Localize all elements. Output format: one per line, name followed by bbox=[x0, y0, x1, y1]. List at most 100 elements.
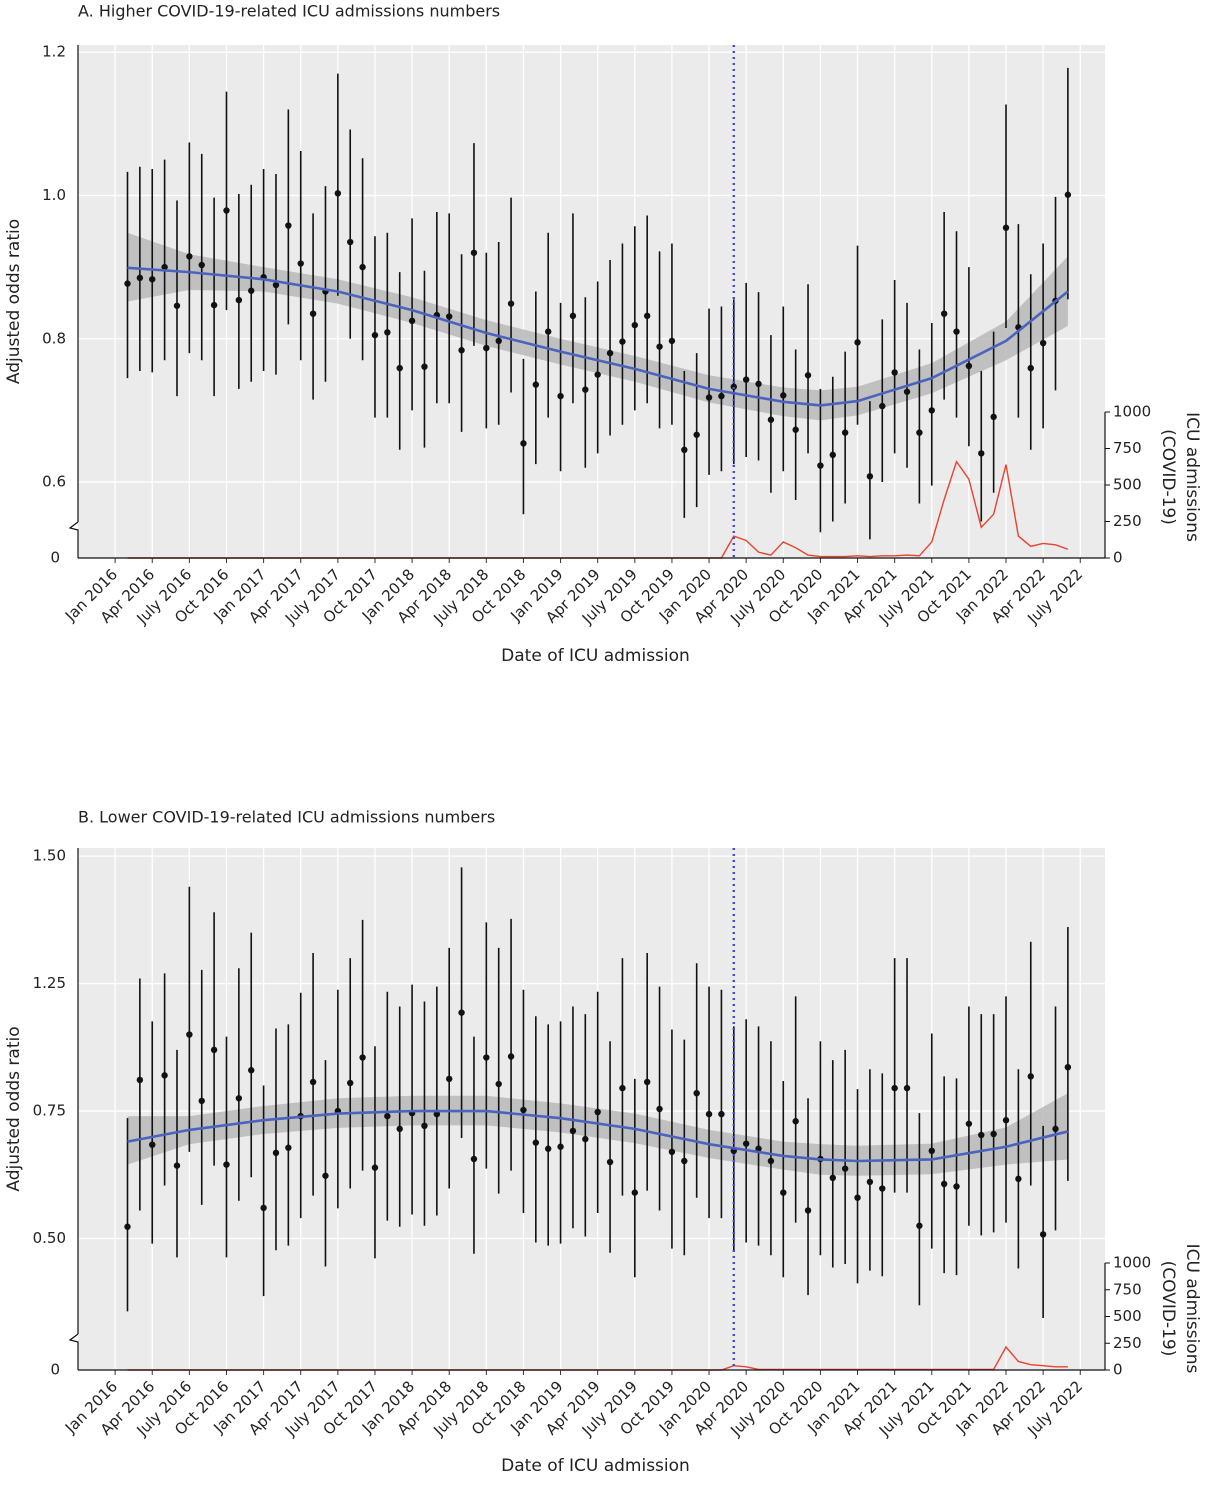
point bbox=[619, 1084, 626, 1092]
point bbox=[495, 1080, 502, 1088]
point bbox=[334, 190, 342, 197]
point bbox=[1015, 1175, 1022, 1183]
y-tick-label: 1.0 bbox=[42, 186, 66, 204]
point bbox=[285, 222, 292, 229]
y2-tick-label: 1000 bbox=[1113, 1254, 1151, 1272]
plot-background bbox=[78, 45, 1105, 558]
y-axis-title: Adjusted odds ratio bbox=[4, 219, 24, 384]
point bbox=[520, 1106, 527, 1114]
point bbox=[520, 440, 527, 447]
y-tick-label: 1.25 bbox=[33, 974, 66, 992]
point bbox=[309, 310, 317, 317]
point bbox=[322, 1172, 329, 1179]
y2-axis-title: (COVID-19) bbox=[1158, 1261, 1178, 1357]
point bbox=[1002, 224, 1010, 231]
point bbox=[532, 381, 540, 388]
point bbox=[446, 313, 453, 320]
point bbox=[866, 1178, 874, 1186]
point bbox=[532, 1139, 540, 1146]
point bbox=[940, 310, 948, 317]
point bbox=[693, 1089, 700, 1097]
point bbox=[903, 388, 911, 395]
point bbox=[854, 1194, 861, 1201]
point bbox=[223, 1161, 230, 1168]
point bbox=[507, 300, 515, 307]
y2-tick-label: 750 bbox=[1113, 439, 1142, 457]
point bbox=[978, 1131, 985, 1139]
point bbox=[371, 1164, 379, 1171]
point bbox=[940, 1180, 948, 1188]
point bbox=[347, 238, 354, 246]
point bbox=[903, 1084, 911, 1092]
y2-axis-title: ICU admissions bbox=[1182, 412, 1202, 542]
point bbox=[569, 1127, 577, 1135]
point bbox=[643, 1078, 651, 1086]
point bbox=[446, 1075, 453, 1083]
point bbox=[149, 276, 156, 283]
point bbox=[1064, 191, 1072, 198]
x-axis-title: Date of ICU admission bbox=[501, 646, 690, 666]
point bbox=[124, 280, 131, 287]
point bbox=[210, 1046, 218, 1054]
point bbox=[829, 1174, 836, 1182]
y2-tick-label: 1000 bbox=[1113, 403, 1151, 421]
point bbox=[1064, 1063, 1072, 1071]
point bbox=[1052, 1125, 1059, 1133]
point bbox=[557, 1143, 564, 1150]
point bbox=[965, 1120, 973, 1127]
point bbox=[742, 376, 750, 383]
point bbox=[433, 1110, 441, 1118]
point bbox=[149, 1141, 156, 1148]
point bbox=[186, 1031, 193, 1038]
point bbox=[470, 1155, 478, 1163]
point bbox=[136, 274, 144, 282]
point bbox=[186, 253, 193, 260]
point bbox=[173, 302, 181, 309]
point bbox=[483, 344, 490, 352]
y-tick-label: 0.75 bbox=[33, 1102, 66, 1120]
point bbox=[978, 450, 985, 457]
point bbox=[594, 371, 601, 378]
point bbox=[730, 383, 737, 390]
y2-tick-label: 250 bbox=[1113, 512, 1142, 530]
point bbox=[606, 349, 614, 357]
point bbox=[544, 1145, 552, 1152]
point bbox=[606, 1158, 614, 1166]
point bbox=[297, 260, 304, 267]
point bbox=[656, 343, 663, 350]
point bbox=[705, 1110, 713, 1118]
axis-break bbox=[68, 1333, 79, 1370]
point bbox=[804, 372, 812, 379]
y2-tick-label: 750 bbox=[1113, 1280, 1142, 1298]
point bbox=[879, 1185, 886, 1192]
point bbox=[916, 429, 923, 436]
y2-axis-title: (COVID-19) bbox=[1158, 429, 1178, 525]
point bbox=[136, 1076, 144, 1084]
point bbox=[384, 329, 391, 336]
point bbox=[681, 1157, 688, 1165]
point bbox=[235, 1095, 243, 1102]
point bbox=[309, 1078, 317, 1086]
point bbox=[965, 362, 973, 370]
point bbox=[173, 1162, 181, 1169]
y2-tick-label: 500 bbox=[1113, 1307, 1142, 1325]
point bbox=[1039, 339, 1047, 347]
point bbox=[990, 1130, 997, 1138]
point bbox=[161, 263, 168, 271]
panel: A. Higher COVID-19-related ICU admission… bbox=[4, 2, 1202, 667]
panel: B. Lower COVID-19-related ICU admissions… bbox=[4, 808, 1202, 1477]
point bbox=[408, 317, 416, 325]
point bbox=[483, 1054, 490, 1061]
point bbox=[656, 1105, 663, 1113]
point bbox=[841, 1165, 849, 1172]
point bbox=[1002, 1117, 1010, 1124]
point bbox=[891, 1084, 898, 1092]
point bbox=[767, 1157, 775, 1165]
point bbox=[495, 337, 502, 345]
y-break-label: 0 bbox=[50, 1361, 60, 1379]
point bbox=[248, 287, 255, 294]
y-break-label: 0 bbox=[50, 549, 60, 567]
point bbox=[396, 364, 403, 372]
point bbox=[384, 1112, 391, 1120]
